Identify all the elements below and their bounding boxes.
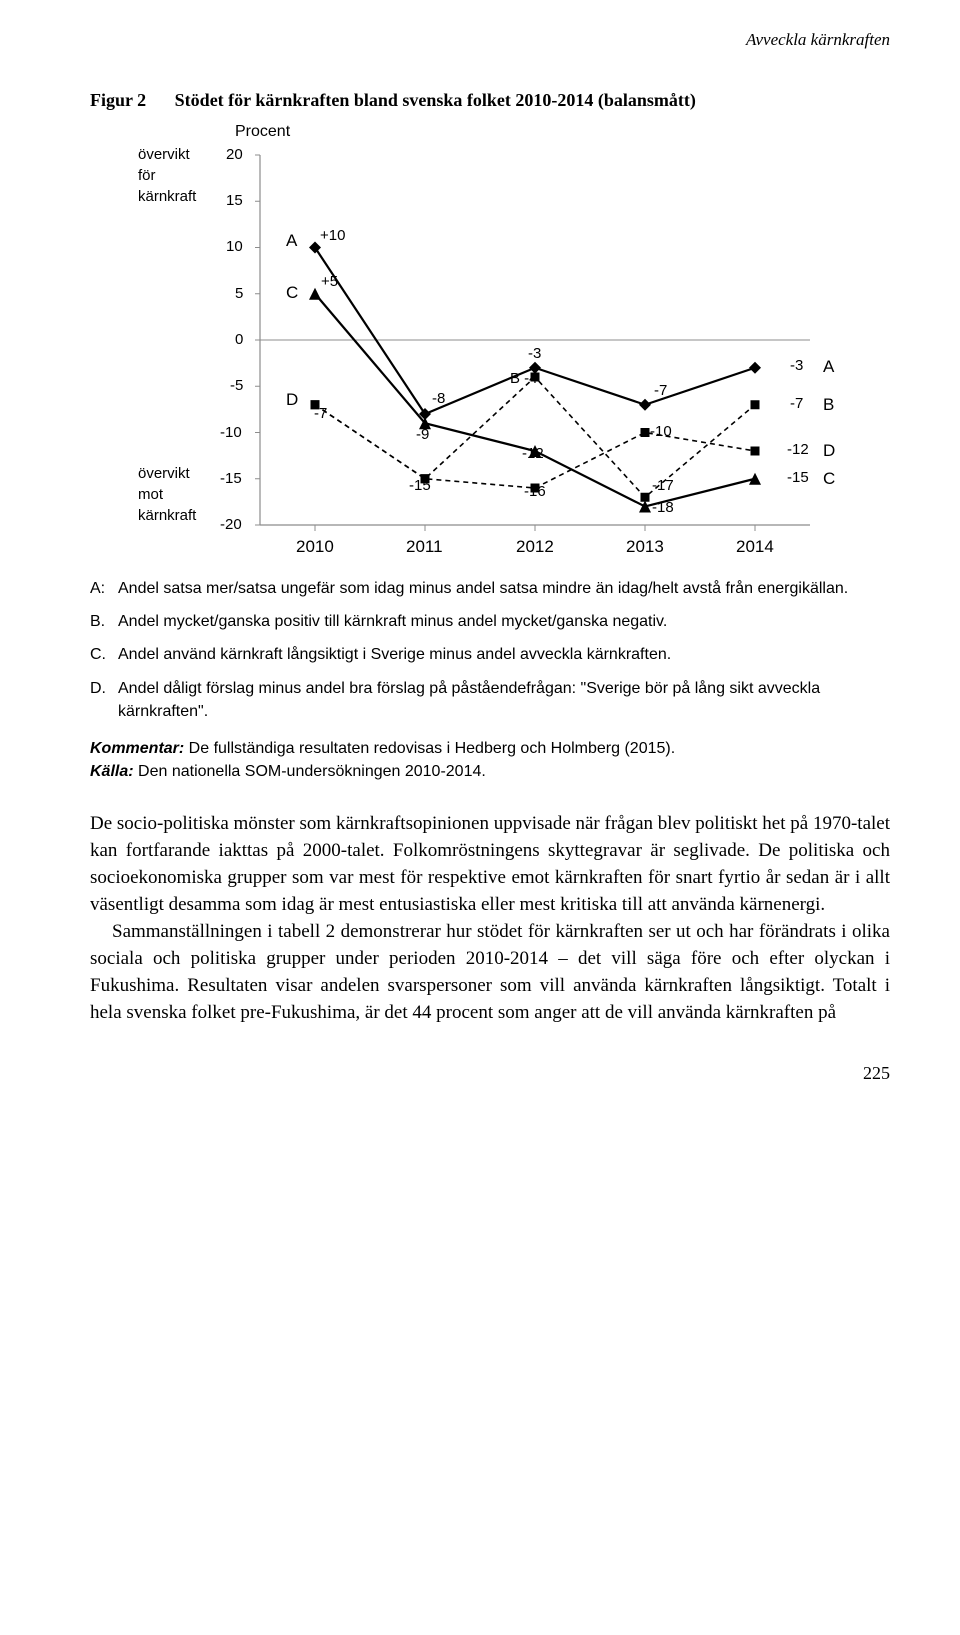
figure-comment: Kommentar: De fullständiga resultaten re… <box>90 737 890 783</box>
pt-label: -3 <box>528 345 541 362</box>
xtick: 2011 <box>406 537 443 557</box>
pt-label: B -4 <box>510 370 538 387</box>
kalla-label: Källa: <box>90 763 134 780</box>
pt-label: -12 <box>522 445 544 462</box>
right-series-D: D <box>823 441 835 461</box>
pt-label: -7 <box>314 405 327 422</box>
legend-desc: Andel dåligt förslag minus andel bra för… <box>118 677 890 723</box>
ytick: 10 <box>226 238 243 255</box>
pt-label: -17 <box>652 477 674 494</box>
y-lower-label: mot <box>138 486 163 503</box>
page-number: 225 <box>90 1063 890 1084</box>
ytick: -20 <box>220 516 242 533</box>
xtick: 2013 <box>626 537 664 557</box>
chart-y-unit: Procent <box>235 123 890 141</box>
y-upper-label: kärnkraft <box>138 188 196 205</box>
ytick: 0 <box>235 331 243 348</box>
legend-item-d: D. Andel dåligt förslag minus andel bra … <box>90 677 890 723</box>
legend-desc: Andel mycket/ganska positiv till kärnkra… <box>118 610 890 633</box>
legend-item-b: B. Andel mycket/ganska positiv till kärn… <box>90 610 890 633</box>
xtick: 2014 <box>736 537 774 557</box>
ytick: 20 <box>226 146 243 163</box>
figure-number: Figur 2 <box>90 90 146 110</box>
legend-item-a: A: Andel satsa mer/satsa ungefär som ida… <box>90 577 890 600</box>
y-upper-label: övervikt <box>138 146 190 163</box>
legend-key: A: <box>90 577 118 600</box>
figure-title-row: Figur 2 Stödet för kärnkraften bland sve… <box>90 90 890 111</box>
left-series-D: D <box>286 390 298 410</box>
ytick: -15 <box>220 470 242 487</box>
pt-label: -8 <box>432 390 445 407</box>
body-paragraph: Sammanställningen i tabell 2 demonstrera… <box>90 919 890 1027</box>
pt-label: +5 <box>321 273 338 290</box>
ytick: -5 <box>230 377 243 394</box>
pt-label: -15 <box>787 469 809 486</box>
running-head: Avveckla kärnkraften <box>90 30 890 50</box>
pt-label: -18 <box>652 499 674 516</box>
legend-desc: Andel använd kärnkraft långsiktigt i Sve… <box>118 643 890 666</box>
body-text: De socio-politiska mönster som kärnkraft… <box>90 811 890 1027</box>
right-series-A: A <box>823 357 834 377</box>
pt-label: +10 <box>320 227 345 244</box>
right-series-B: B <box>823 395 834 415</box>
body-paragraph: De socio-politiska mönster som kärnkraft… <box>90 811 890 919</box>
ytick: -10 <box>220 424 242 441</box>
left-series-A: A <box>286 231 297 251</box>
pt-label: -7 <box>654 382 667 399</box>
legend: A: Andel satsa mer/satsa ungefär som ida… <box>90 577 890 723</box>
pt-label: -7 <box>790 395 803 412</box>
pt-label: -12 <box>787 441 809 458</box>
y-upper-label: för <box>138 167 156 184</box>
kommentar-label: Kommentar: <box>90 740 184 757</box>
legend-key: C. <box>90 643 118 666</box>
legend-desc: Andel satsa mer/satsa ungefär som idag m… <box>118 577 890 600</box>
legend-item-c: C. Andel använd kärnkraft långsiktigt i … <box>90 643 890 666</box>
y-lower-label: kärnkraft <box>138 507 196 524</box>
pt-label: -9 <box>416 426 429 443</box>
ytick: 5 <box>235 285 243 302</box>
pt-label: -10 <box>650 423 672 440</box>
y-lower-label: övervikt <box>138 465 190 482</box>
right-series-C: C <box>823 469 835 489</box>
pt-label: -15 <box>409 477 431 494</box>
pt-label: -3 <box>790 357 803 374</box>
legend-key: D. <box>90 677 118 723</box>
xtick: 2010 <box>296 537 334 557</box>
figure-title: Stödet för kärnkraften bland svenska fol… <box>175 90 696 110</box>
kalla-text: Den nationella SOM-undersökningen 2010-2… <box>134 763 486 780</box>
pt-label: -16 <box>524 483 546 500</box>
chart: 20 15 10 5 0 -5 -10 -15 -20 2010 2011 20… <box>90 145 890 565</box>
legend-key: B. <box>90 610 118 633</box>
left-series-C: C <box>286 283 298 303</box>
kommentar-text: De fullständiga resultaten redovisas i H… <box>184 740 675 757</box>
ytick: 15 <box>226 192 243 209</box>
xtick: 2012 <box>516 537 554 557</box>
